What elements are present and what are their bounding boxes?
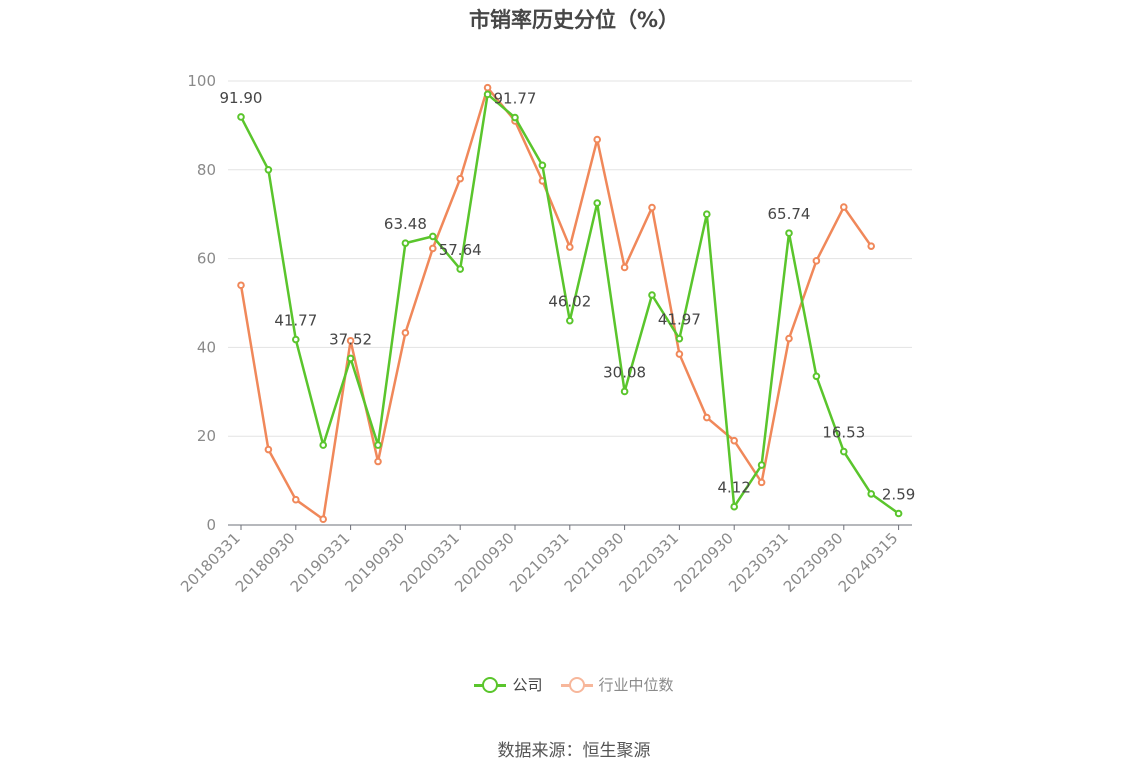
y-tick-label: 20 <box>197 427 216 445</box>
y-axis: 0 20 40 60 80 100 <box>187 72 216 534</box>
industry-median-point <box>401 328 410 337</box>
company-point <box>264 166 273 174</box>
source-note: 数据来源：恒生聚源 <box>497 741 651 761</box>
x-axis: 2018033120180930201903312019093020200331… <box>177 524 912 596</box>
industry-median-point <box>648 203 656 212</box>
company-point <box>675 334 684 343</box>
data-label: 41.77 <box>274 312 317 330</box>
data-label: 2.59 <box>882 486 915 504</box>
company-point <box>456 265 465 273</box>
company-point <box>894 509 903 518</box>
industry-median-point <box>237 281 245 290</box>
data-label: 46.02 <box>548 293 591 311</box>
industry-median-point <box>292 495 300 504</box>
data-label: 41.97 <box>658 311 701 329</box>
company-point <box>566 316 574 325</box>
industry-median-point <box>730 436 739 445</box>
company-point <box>785 229 793 237</box>
data-label: 30.08 <box>603 363 646 381</box>
data-label: 91.90 <box>220 89 263 107</box>
data-labels: 91.90 41.77 37.52 63.48 57.64 91.77 46.02 30.08… <box>220 89 916 504</box>
company-point <box>730 502 739 511</box>
industry-median-point <box>757 478 766 487</box>
company-point <box>511 113 519 122</box>
y-tick-label: 60 <box>197 250 216 268</box>
legend-item-industry-median[interactable]: 行业中位数 <box>560 674 674 695</box>
company-point <box>840 447 848 456</box>
y-tick-label: 40 <box>197 338 216 356</box>
legend-industry-marker-icon <box>560 675 593 695</box>
legend-company-label: 公司 <box>512 676 543 694</box>
company-point <box>757 461 766 469</box>
x-tick-label: 20240315 <box>835 529 902 596</box>
industry-median-point <box>675 350 684 358</box>
industry-median-point <box>374 457 382 466</box>
company-point <box>237 113 245 121</box>
company-point <box>538 161 547 170</box>
data-label: 37.52 <box>329 330 372 348</box>
legend: 公司 行业中位数 <box>0 674 1148 695</box>
industry-median-point <box>566 243 574 251</box>
company-point <box>593 199 602 207</box>
company-point <box>812 372 821 381</box>
data-label: 16.53 <box>822 424 865 442</box>
company-point <box>319 441 328 449</box>
y-tick-label: 80 <box>197 161 216 179</box>
data-label: 63.48 <box>384 215 427 233</box>
legend-industry-median-label: 行业中位数 <box>598 676 674 694</box>
y-tick-label: 100 <box>187 72 216 90</box>
company-point <box>401 239 410 247</box>
industry-median-point <box>785 334 793 343</box>
company-point <box>620 387 629 396</box>
company-point <box>867 490 876 498</box>
data-label: 91.77 <box>494 90 537 108</box>
legend-item-company[interactable]: 公司 <box>474 674 543 695</box>
grid-lines <box>228 80 912 437</box>
company-point <box>374 441 382 449</box>
company-point <box>703 210 711 218</box>
company-point <box>346 354 355 363</box>
industry-median-point <box>703 413 711 422</box>
series-company <box>237 90 903 518</box>
industry-median-point <box>264 445 273 454</box>
company-point <box>429 232 437 241</box>
industry-median-point <box>840 203 848 211</box>
industry-median-point <box>429 244 437 253</box>
industry-median-point <box>593 135 602 144</box>
data-label: 57.64 <box>439 241 482 259</box>
company-point <box>648 291 656 299</box>
legend-company-marker-icon <box>474 675 507 695</box>
series-layer <box>237 83 903 524</box>
industry-median-point <box>346 336 355 345</box>
industry-median-point <box>483 83 492 92</box>
data-label: 4.12 <box>717 479 750 497</box>
data-label: 65.74 <box>768 205 811 223</box>
company-point <box>483 90 492 99</box>
industry-median-point <box>812 257 821 265</box>
industry-median-point <box>319 515 328 524</box>
y-tick-label: 0 <box>206 516 216 534</box>
industry-median-point <box>456 174 465 183</box>
industry-median-point <box>867 242 876 250</box>
company-point <box>292 335 300 344</box>
industry-median-point <box>620 263 629 272</box>
chart-title: 市销率历史分位（%） <box>468 8 680 32</box>
